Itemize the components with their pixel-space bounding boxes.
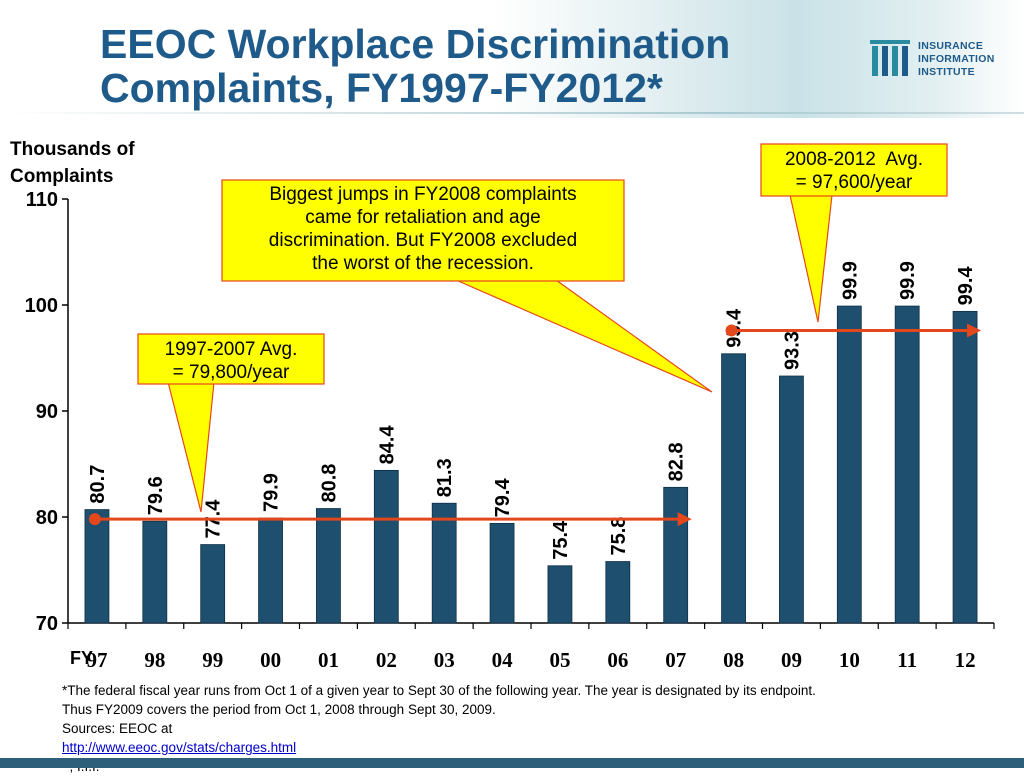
bar-data-label: 80.8 xyxy=(318,464,340,503)
header-band xyxy=(0,0,1024,118)
logo-line3: INSTITUTE xyxy=(918,66,975,78)
bar xyxy=(836,305,862,624)
eeoc-source-link[interactable]: http://www.eeoc.gov/stats/charges.html xyxy=(62,740,297,755)
x-tick-label: 98 xyxy=(144,648,165,672)
jumps-callout-line3: discrimination. But FY2008 excluded xyxy=(268,230,578,251)
x-tick-label: 09 xyxy=(781,648,802,672)
bar-data-label: 75.4 xyxy=(550,520,572,560)
x-tick-label: 00 xyxy=(260,648,281,672)
y-tick-label: 110 xyxy=(26,189,58,211)
bar xyxy=(316,508,341,624)
logo-wordmark: INSURANCE INFORMATION INSTITUTE xyxy=(918,40,1024,79)
x-tick-label: 03 xyxy=(434,648,455,672)
bar-data-label: 81.3 xyxy=(434,458,456,497)
x-tick-label: 99 xyxy=(202,648,223,672)
bar-data-label: 79.9 xyxy=(261,473,283,512)
bar xyxy=(952,310,978,624)
bar-data-label: 80.7 xyxy=(87,465,109,504)
footnote-line2: Thus FY2009 covers the period from Oct 1… xyxy=(62,702,496,717)
y-axis-label: Thousands of Complaints xyxy=(10,136,135,190)
bar xyxy=(373,469,399,624)
x-ticks: 97 98 99 00 01 02 03 04 05 06 07 08 09 10 11 12 xyxy=(67,623,995,672)
logo-line2: INFORMATION xyxy=(918,53,995,65)
jumps-callout-line1: Biggest jumps in FY2008 complaints xyxy=(269,184,577,205)
avg2-callout-text: 2008-2012 Avg. = 97,600/year xyxy=(761,148,947,194)
x-axis-prefix: FY xyxy=(70,648,93,668)
avg2-callout-pointer xyxy=(789,194,833,323)
avg1-callout-line1: 1997-2007 Avg. xyxy=(164,339,298,360)
footnote: *The federal fiscal year runs from Oct 1… xyxy=(62,681,1002,776)
avg2-callout-box xyxy=(760,143,948,197)
bar-data-label: 82.8 xyxy=(666,442,688,481)
bottom-bar xyxy=(0,758,1024,768)
bar-data-label: 75.8 xyxy=(608,517,630,556)
jumps-callout-pointer xyxy=(455,279,713,393)
bar-data-label: 99.9 xyxy=(839,261,861,300)
avg2-callout-line2: = 97,600/year xyxy=(795,172,913,193)
x-tick-label: 12 xyxy=(955,648,976,672)
header-divider xyxy=(0,112,1024,114)
jumps-callout-line4: the worst of the recession. xyxy=(312,253,534,274)
bar xyxy=(258,517,283,624)
x-tick-label: 07 xyxy=(665,648,686,672)
y-tick-label: 70 xyxy=(36,613,58,635)
slide-title: EEOC Workplace Discrimination Complaints… xyxy=(100,22,730,110)
slide-title-line2: Complaints, FY1997-FY2012* xyxy=(100,65,663,111)
average-lines xyxy=(88,323,982,527)
average-line-arrowhead xyxy=(967,323,982,338)
x-tick-label: 08 xyxy=(723,648,744,672)
bar xyxy=(547,565,573,624)
bar xyxy=(431,502,457,624)
y-tick-label: 90 xyxy=(36,401,58,423)
x-tick-label: 11 xyxy=(897,648,917,672)
average-line-start-dot xyxy=(725,324,738,337)
y-axis-label-line1: Thousands of xyxy=(10,139,135,160)
bar xyxy=(721,353,746,624)
avg2-callout-line1: 2008-2012 Avg. xyxy=(784,149,924,170)
bar-data-label: 99.9 xyxy=(897,261,919,300)
bar xyxy=(779,375,804,624)
bar-data-labels: 80.7 79.677.479.9 80.884.481.379.475.4 75.8… xyxy=(87,261,977,560)
y-ticks: 70 80 90 100 110 xyxy=(25,189,68,635)
jumps-callout-box xyxy=(221,179,625,282)
x-tick-label: 10 xyxy=(839,648,860,672)
x-tick-label: 01 xyxy=(318,648,339,672)
bar xyxy=(84,509,110,624)
bar xyxy=(894,305,920,624)
footnote-line1: *The federal fiscal year runs from Oct 1… xyxy=(62,683,816,698)
x-tick-label: 97 xyxy=(86,648,107,672)
jumps-callout-text: Biggest jumps in FY2008 complaints came … xyxy=(222,183,624,275)
bar xyxy=(142,520,168,624)
y-axis-label-line2: Complaints xyxy=(10,166,114,187)
sources-prefix: Sources: EEOC at xyxy=(62,721,177,736)
bars xyxy=(84,305,978,624)
bar-data-label: 99.4 xyxy=(955,266,977,306)
jumps-callout-line2: came for retaliation and age xyxy=(305,207,541,228)
bar xyxy=(605,561,631,624)
x-tick-label: 06 xyxy=(607,648,628,672)
logo-line1: INSURANCE xyxy=(918,40,984,52)
x-tick-label: 05 xyxy=(549,648,570,672)
avg1-callout-text: 1997-2007 Avg. = 79,800/year xyxy=(138,338,324,384)
avg1-callout-box xyxy=(137,333,325,385)
x-tick-label: 04 xyxy=(492,648,514,672)
iii-columns-logo-icon xyxy=(870,40,910,76)
avg1-callout-line2: = 79,800/year xyxy=(172,362,290,383)
bar-data-label: 79.4 xyxy=(492,478,514,518)
bar xyxy=(200,544,226,624)
bar-data-label: 79.6 xyxy=(145,476,167,515)
bar xyxy=(663,486,689,624)
average-line-start-dot xyxy=(88,513,101,526)
y-tick-label: 80 xyxy=(36,507,58,529)
bar xyxy=(489,522,515,624)
x-tick-label: 02 xyxy=(376,648,397,672)
bar-data-label: 84.4 xyxy=(376,425,398,465)
avg1-callout-pointer xyxy=(167,381,215,513)
slide-title-line1: EEOC Workplace Discrimination xyxy=(100,21,731,67)
bar-data-label: 93.3 xyxy=(781,331,803,370)
average-line-arrowhead xyxy=(677,512,692,527)
y-tick-label: 100 xyxy=(25,295,58,317)
